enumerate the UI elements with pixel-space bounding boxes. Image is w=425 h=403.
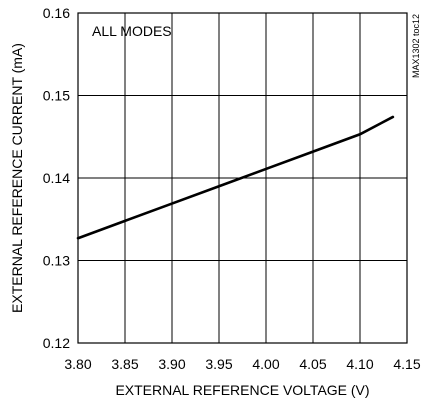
x-tick-label: 3.90 [158, 356, 185, 372]
y-tick-label: 0.15 [43, 88, 70, 104]
series-line [76, 115, 395, 240]
annotation-all-modes: ALL MODES [92, 23, 172, 39]
plot-frame [77, 12, 408, 344]
x-tick-labels: 3.80 3.85 3.90 3.95 4.00 4.05 4.10 4.15 [64, 356, 420, 372]
y-tick-labels: 0.12 0.13 0.14 0.15 0.16 [43, 5, 70, 351]
y-tick-label: 0.13 [43, 253, 70, 269]
x-tick-label: 4.15 [393, 356, 420, 372]
series-layer [76, 115, 395, 240]
figure-id: MAX1302 toc12 [411, 14, 421, 78]
x-tick-label: 3.95 [205, 356, 232, 372]
x-tick-label: 4.00 [252, 356, 279, 372]
x-tick-label: 4.05 [299, 356, 326, 372]
y-tick-label: 0.14 [43, 170, 70, 186]
grid [78, 13, 407, 343]
x-tick-label: 3.85 [111, 356, 138, 372]
x-tick-label: 3.80 [64, 356, 91, 372]
y-tick-label: 0.12 [43, 335, 70, 351]
x-tick-label: 4.10 [346, 356, 373, 372]
y-tick-label: 0.16 [43, 5, 70, 21]
x-axis-title: EXTERNAL REFERENCE VOLTAGE (V) [115, 382, 369, 398]
y-axis-title: EXTERNAL REFERENCE CURRENT (mA) [9, 43, 25, 313]
